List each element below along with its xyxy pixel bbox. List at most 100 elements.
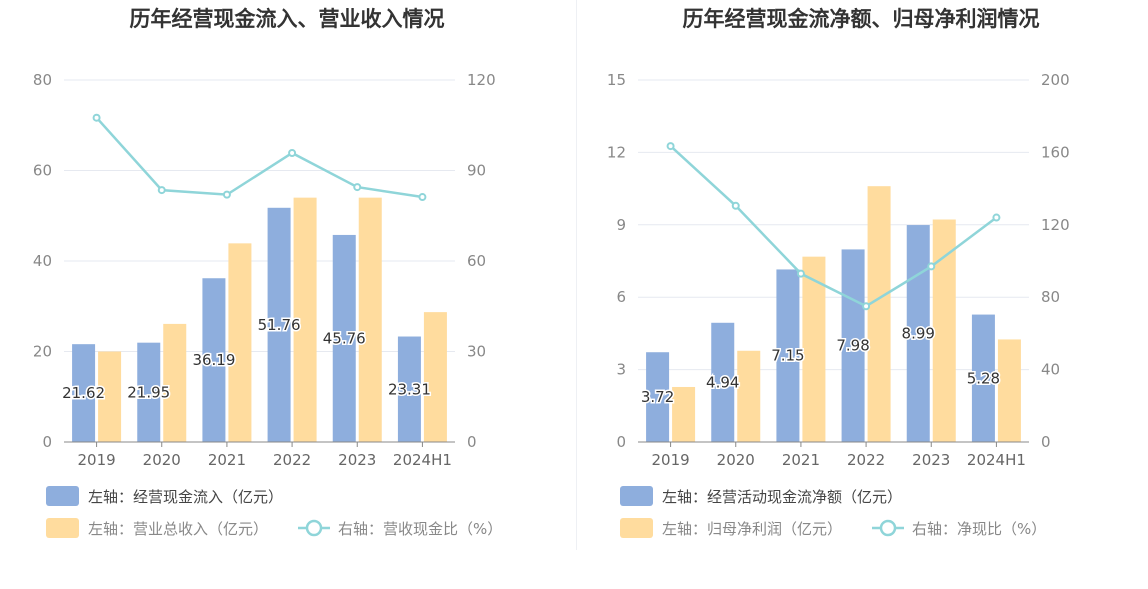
data-label: 7.15 [771, 347, 804, 365]
bar-bar-primary [332, 234, 356, 442]
bar-bar-primary [646, 352, 670, 442]
legend-swatch-secondary [46, 518, 79, 538]
x-axis-tick: 2019 [651, 451, 689, 469]
left-axis-tick: 0 [616, 433, 626, 451]
line-point [418, 193, 427, 202]
chart-title: 历年经营现金流入、营业收入情况 [130, 7, 445, 31]
bar-bar-secondary [672, 386, 696, 442]
line-point [731, 201, 740, 210]
chart-panel-netcash-profit: 历年经营现金流净额、归母净利润情况 0 3 6 9 12 15 0 40 80 120 160 200 2… [574, 0, 1148, 560]
x-axis-tick: 2022 [273, 451, 311, 469]
right-axis-tick: 200 [1041, 71, 1070, 89]
data-label: 5.28 [967, 369, 1000, 387]
bar-bar-primary [202, 278, 226, 442]
bar-bar-primary [267, 207, 291, 442]
legend-label-line: 右轴：营收现金比（%） [338, 520, 502, 538]
bar-bar-primary [971, 314, 995, 442]
left-axis-tick: 12 [607, 143, 626, 161]
x-axis-tick: 2023 [912, 451, 950, 469]
line-series [95, 116, 423, 199]
x-axis-tick: 2021 [782, 451, 820, 469]
line-point [92, 113, 101, 122]
line-point [796, 269, 805, 278]
x-axis-tick: 2020 [717, 451, 755, 469]
chart-svg: 历年经营现金流入、营业收入情况 0 20 40 60 80 0 30 60 90 120 2019 20… [33, 7, 502, 538]
legend-swatch-primary [46, 486, 79, 506]
legend-line-marker [305, 519, 323, 537]
data-label: 21.95 [127, 383, 170, 401]
right-axis-tick: 120 [1041, 216, 1070, 234]
bar-bar-primary [137, 342, 161, 442]
right-axis-tick: 160 [1041, 143, 1070, 161]
left-axis-tick: 40 [33, 252, 52, 270]
bar-bar-primary [711, 322, 735, 442]
data-label: 36.19 [192, 351, 235, 369]
x-axis-tick: 2021 [208, 451, 246, 469]
left-axis-tick: 15 [607, 71, 626, 89]
bar-bar-secondary [997, 339, 1021, 442]
x-axis-tick: 2019 [77, 451, 115, 469]
line-point [157, 186, 166, 195]
line-point [992, 213, 1001, 222]
line-point [353, 183, 362, 192]
line-point [666, 142, 675, 151]
x-axis-tick: 2020 [143, 451, 181, 469]
left-axis-tick: 60 [33, 162, 52, 180]
data-label: 4.94 [706, 373, 739, 391]
x-axis-tick: 2022 [847, 451, 885, 469]
x-axis-tick: 2024H1 [967, 451, 1026, 469]
data-label: 8.99 [902, 325, 935, 343]
line-point [288, 149, 297, 158]
right-axis-tick: 90 [467, 162, 486, 180]
legend-swatch-primary [620, 486, 653, 506]
bar-bar-primary [397, 336, 421, 442]
left-axis-tick: 3 [616, 361, 626, 379]
bar-bar-secondary [932, 219, 956, 442]
right-axis-tick: 0 [1041, 433, 1051, 451]
left-axis-tick: 80 [33, 71, 52, 89]
line-point [862, 302, 871, 311]
bar-bar-secondary [423, 312, 447, 442]
x-axis-tick: 2023 [338, 451, 376, 469]
data-label: 45.76 [323, 329, 366, 347]
legend-label-primary: 左轴：经营现金流入（亿元） [88, 488, 283, 506]
panel-divider [576, 0, 577, 550]
right-axis-tick: 60 [467, 252, 486, 270]
line-point [222, 190, 231, 199]
bar-bar-secondary [737, 350, 761, 442]
data-label: 3.72 [641, 388, 674, 406]
bar-bar-secondary [358, 197, 382, 442]
legend-label-primary: 左轴：经营活动现金流净额（亿元） [662, 488, 902, 506]
line-point [927, 262, 936, 271]
left-axis-tick: 6 [616, 288, 626, 306]
legend-label-line: 右轴：净现比（%） [912, 520, 1046, 538]
x-axis-tick: 2024H1 [393, 451, 452, 469]
chart-svg: 历年经营现金流净额、归母净利润情况 0 3 6 9 12 15 0 40 80 120 160 200 2… [607, 7, 1070, 538]
data-label: 21.62 [62, 384, 105, 402]
bar-bar-secondary [293, 197, 317, 442]
legend-label-secondary: 左轴：营业总收入（亿元） [88, 520, 268, 538]
bar-bar-primary [776, 269, 800, 442]
bar-bar-secondary [867, 186, 891, 442]
legend-swatch-secondary [620, 518, 653, 538]
right-axis-tick: 40 [1041, 361, 1060, 379]
chart-title: 历年经营现金流净额、归母净利润情况 [683, 7, 1040, 31]
left-axis-tick: 0 [42, 433, 52, 451]
bar-bar-secondary [228, 243, 252, 442]
bar-bar-primary [72, 344, 96, 442]
right-axis-tick: 80 [1041, 288, 1060, 306]
legend-label-secondary: 左轴：归母净利润（亿元） [662, 520, 842, 538]
left-axis-tick: 9 [616, 216, 626, 234]
bar-bar-secondary [163, 323, 187, 442]
data-label: 51.76 [258, 316, 301, 334]
data-label: 7.98 [836, 337, 869, 355]
left-axis-tick: 20 [33, 343, 52, 361]
data-label: 23.31 [388, 380, 431, 398]
bar-bar-secondary [802, 256, 826, 442]
right-axis-tick: 120 [467, 71, 496, 89]
legend-line-marker [879, 519, 897, 537]
right-axis-tick: 30 [467, 343, 486, 361]
line-series [669, 145, 998, 308]
bar-bar-secondary [98, 351, 122, 442]
chart-panel-cashflow-revenue: 历年经营现金流入、营业收入情况 0 20 40 60 80 0 30 60 90 120 2019 20… [0, 0, 574, 560]
